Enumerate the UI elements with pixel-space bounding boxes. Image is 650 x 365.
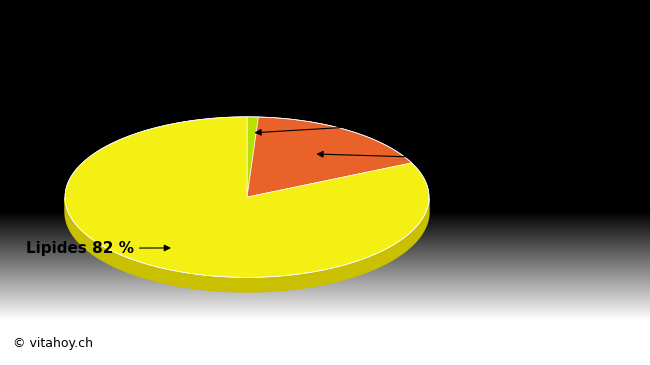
Text: Glucides 1 %: Glucides 1 % <box>255 109 577 135</box>
Polygon shape <box>247 117 411 197</box>
Polygon shape <box>247 117 259 197</box>
Text: © vitahoy.ch: © vitahoy.ch <box>13 337 93 350</box>
Text: Protéines 17 %: Protéines 17 % <box>317 151 597 168</box>
Text: Distribution de calories: Baktat Peynir (Migros): Distribution de calories: Baktat Peynir … <box>13 29 493 47</box>
Ellipse shape <box>65 131 429 292</box>
Polygon shape <box>65 197 429 292</box>
Polygon shape <box>65 117 429 277</box>
Text: Lipides 82 %: Lipides 82 % <box>26 241 170 256</box>
